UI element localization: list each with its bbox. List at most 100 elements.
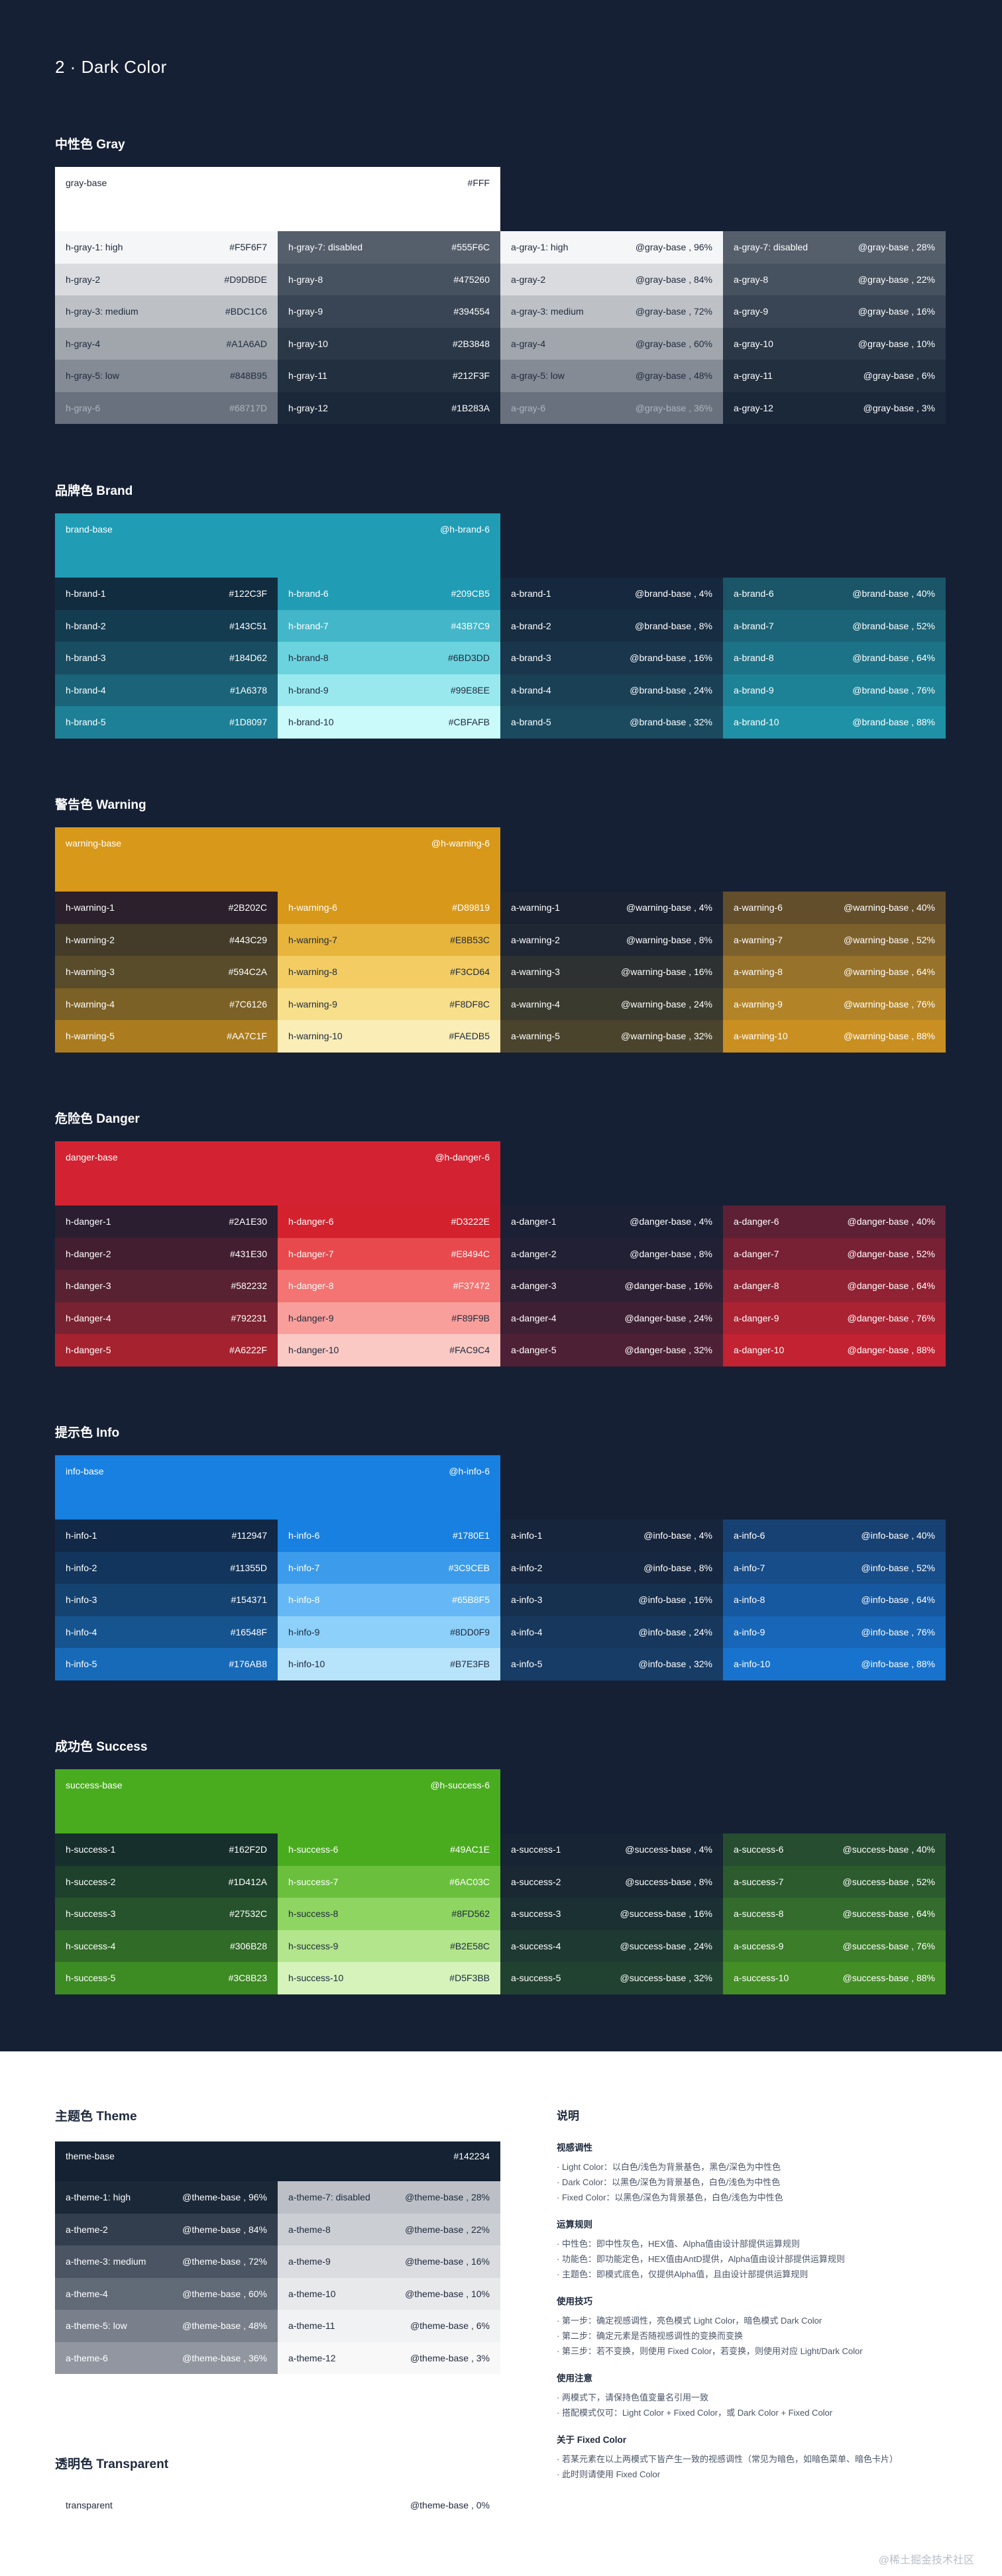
swatch-value: @brand-base , 88% [852,717,935,728]
swatch-name: a-warning-2 [511,934,560,945]
info-swatch: a-info-8 @info-base , 64% [723,1584,946,1616]
warning-swatch: a-warning-1 @warning-base , 4% [500,892,723,924]
success-swatch: h-success-5 #3C8B23 [55,1962,278,1994]
swatch-value: @gray-base , 72% [635,306,712,317]
transparent-name: transparent [66,2500,113,2510]
swatch-value: @gray-base , 28% [858,242,935,253]
swatch-name: a-brand-3 [511,652,551,664]
swatch-name: a-brand-6 [734,588,774,599]
swatch-value: @brand-base , 76% [852,684,935,696]
swatch-name: h-info-8 [288,1594,320,1606]
swatch-value: @theme-base , 48% [182,2320,267,2332]
gray-swatch: a-gray-7: disabled @gray-base , 28% [723,231,946,264]
swatch-value: @info-base , 8% [643,1562,712,1573]
swatch-name: h-info-10 [288,1659,325,1670]
swatch-value: #E8B53C [450,934,490,945]
brand-swatch: h-brand-9 #99E8EE [278,674,500,706]
gray-swatch: a-gray-8 @gray-base , 22% [723,263,946,295]
brand-swatch: h-brand-8 #6BD3DD [278,642,500,674]
swatch-value: #176AB8 [229,1659,267,1670]
swatch-value: #306B28 [229,1940,267,1951]
swatch-value: @warning-base , 24% [621,998,712,1009]
swatch-value: #8FD562 [451,1908,490,1920]
warning-swatch: a-warning-2 @warning-base , 8% [500,923,723,956]
swatch-value: #F8DF8C [449,998,490,1009]
brand-swatch: a-brand-9 @brand-base , 76% [723,674,946,706]
swatch-name: a-theme-2 [66,2224,108,2235]
danger-swatch-grid: h-danger-1 #2A1E30 h-danger-6 #D3222E a-dang… [55,1206,946,1366]
warning-swatch: h-warning-6 #D89819 [278,892,500,924]
swatch-name: a-success-9 [734,1940,784,1951]
notes-item: 中性色：即中性灰色，HEX值、Alpha值由设计部提供运算规则 [557,2236,954,2251]
theme-swatch: a-theme-4 @theme-base , 60% [55,2277,278,2310]
swatch-name: h-success-8 [288,1908,339,1920]
swatch-name: a-warning-1 [511,902,560,913]
warning-swatch: h-warning-1 #2B202C [55,892,278,924]
danger-swatch: a-danger-8 @danger-base , 64% [723,1270,946,1302]
theme-swatch: a-theme-12 @theme-base , 3% [278,2342,500,2374]
brand-swatch: h-brand-1 #122C3F [55,578,278,610]
warning-swatch: h-warning-7 #E8B53C [278,923,500,956]
swatch-value: @warning-base , 76% [844,998,935,1009]
swatch-name: h-brand-4 [66,684,106,696]
swatch-name: a-brand-5 [511,717,551,728]
swatch-value: #B7E3FB [450,1659,490,1670]
info-swatch: a-info-9 @info-base , 76% [723,1616,946,1648]
theme-swatch: a-theme-2 @theme-base , 84% [55,2213,278,2245]
swatch-value: @gray-base , 3% [863,402,935,413]
warning-swatch-grid: h-warning-1 #2B202C h-warning-6 #D89819 a-wa… [55,892,946,1053]
notes-item: 若某元素在以上两模式下皆产生一致的视感调性（常见为暗色，如暗色菜单、暗色卡片） [557,2451,954,2467]
theme-swatch: a-theme-3: medium @theme-base , 72% [55,2245,278,2278]
success-swatch: a-success-1 @success-base , 4% [500,1833,723,1866]
swatch-name: a-gray-2 [511,274,546,285]
swatch-value: @brand-base , 16% [630,652,712,664]
notes-item: 此时则请使用 Fixed Color [557,2467,954,2482]
brand-base-swatch: brand-base @h-brand-6 [55,513,500,578]
swatch-name: h-success-9 [288,1940,339,1951]
danger-swatch: a-danger-6 @danger-base , 40% [723,1206,946,1238]
swatch-name: h-info-9 [288,1626,320,1637]
swatch-name: h-brand-5 [66,717,106,728]
info-swatch-grid: h-info-1 #112947 h-info-6 #1780E1 a-info-1 @i… [55,1520,946,1680]
danger-swatch: a-danger-1 @danger-base , 4% [500,1206,723,1238]
info-swatch: h-info-6 #1780E1 [278,1520,500,1552]
brand-swatch: a-brand-8 @brand-base , 64% [723,642,946,674]
warning-base-name: warning-base [66,838,122,849]
info-swatch: a-info-10 @info-base , 88% [723,1648,946,1680]
swatch-value: #3C9CEB [448,1562,490,1573]
gray-swatch: a-gray-5: low @gray-base , 48% [500,360,723,392]
swatch-name: h-brand-8 [288,652,329,664]
danger-swatch: a-danger-3 @danger-base , 16% [500,1270,723,1302]
success-swatch: h-success-3 #27532C [55,1898,278,1930]
info-base-value: @h-info-6 [449,1466,490,1476]
swatch-value: @danger-base , 76% [847,1312,935,1323]
swatch-name: a-danger-3 [511,1280,557,1292]
swatch-name: h-gray-9 [288,306,323,317]
swatch-name: a-danger-9 [734,1312,779,1323]
swatch-value: @gray-base , 22% [858,274,935,285]
swatch-value: #1D412A [228,1876,267,1887]
success-swatch: a-success-2 @success-base , 8% [500,1865,723,1898]
swatch-value: @warning-base , 16% [621,966,712,978]
warning-base-swatch: warning-base @h-warning-6 [55,827,500,892]
success-swatch: a-success-4 @success-base , 24% [500,1930,723,1962]
swatch-value: @brand-base , 4% [635,588,712,599]
swatch-value: @brand-base , 8% [635,620,712,631]
warning-swatch: a-warning-3 @warning-base , 16% [500,956,723,988]
brand-swatch: a-brand-6 @brand-base , 40% [723,578,946,610]
swatch-name: h-success-7 [288,1876,339,1887]
swatch-name: a-theme-6 [66,2352,108,2363]
swatch-value: @warning-base , 4% [626,902,712,913]
swatch-name: h-success-10 [288,1973,344,1984]
swatch-name: h-brand-2 [66,620,106,631]
swatch-name: a-info-8 [734,1594,765,1606]
gray-swatch: h-gray-10 #2B3848 [278,327,500,360]
info-swatch: a-info-5 @info-base , 32% [500,1648,723,1680]
swatch-name: h-info-3 [66,1594,97,1606]
brand-swatch: h-brand-5 #1D8097 [55,706,278,739]
swatch-name: h-info-5 [66,1659,97,1670]
swatch-value: #582232 [231,1280,267,1292]
swatch-value: #2A1E30 [229,1216,267,1227]
swatch-name: h-info-6 [288,1530,320,1541]
swatch-value: @gray-base , 96% [635,242,712,253]
